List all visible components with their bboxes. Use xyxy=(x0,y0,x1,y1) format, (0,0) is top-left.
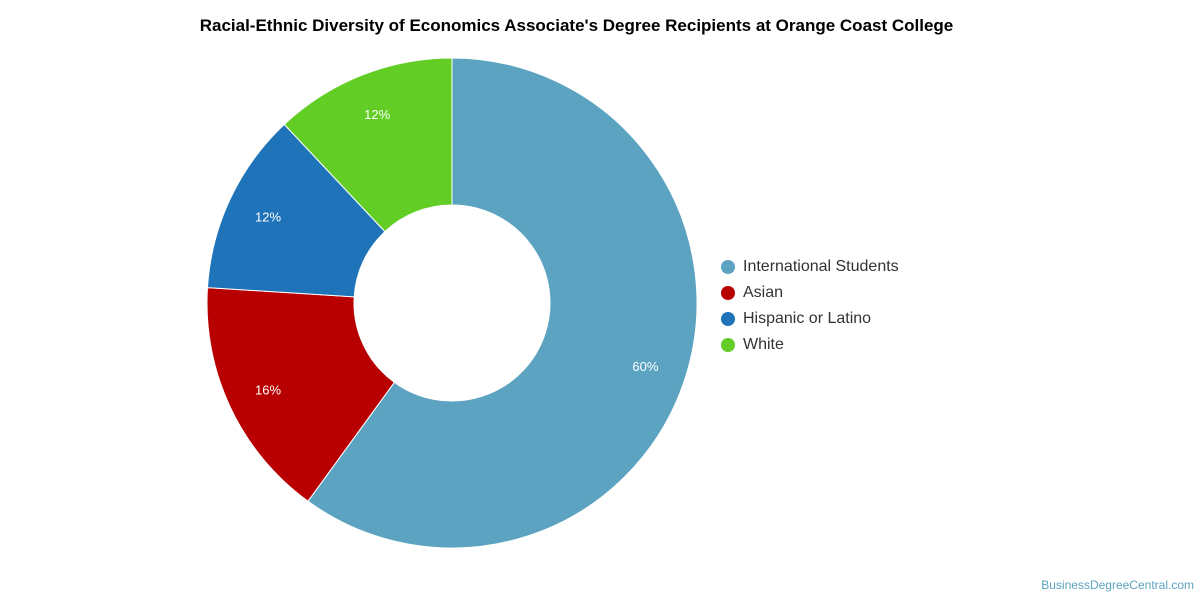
legend-label: White xyxy=(743,336,784,353)
slice-asian[interactable] xyxy=(206,287,396,502)
legend-label: International Students xyxy=(743,258,899,275)
slice-label: 60% xyxy=(632,359,658,374)
legend-label: Hispanic or Latino xyxy=(743,310,872,327)
legend: International Students Asian Hispanic or L… xyxy=(721,254,899,358)
legend-label: Asian xyxy=(743,284,784,301)
slice-hispanic-or-latino[interactable] xyxy=(206,123,386,298)
chart-title: Racial-Ethnic Diversity of Economics Ass… xyxy=(199,16,954,35)
watermark: BusinessDegreeCentral.com xyxy=(1041,578,1194,592)
slice-international-students[interactable] xyxy=(307,57,698,549)
legend-item[interactable]: International Students xyxy=(721,254,899,280)
slice-label: 16% xyxy=(255,383,281,398)
legend-item[interactable]: White xyxy=(721,332,899,358)
slice-label: 12% xyxy=(364,107,390,122)
slice-label: 12% xyxy=(255,209,281,224)
legend-item[interactable]: Hispanic or Latino xyxy=(721,306,899,332)
legend-item[interactable]: Asian xyxy=(721,280,899,306)
legend-swatch xyxy=(721,338,735,352)
legend-swatch xyxy=(721,286,735,300)
slice-white[interactable] xyxy=(283,57,453,233)
legend-swatch xyxy=(721,312,735,326)
legend-swatch xyxy=(721,260,735,274)
